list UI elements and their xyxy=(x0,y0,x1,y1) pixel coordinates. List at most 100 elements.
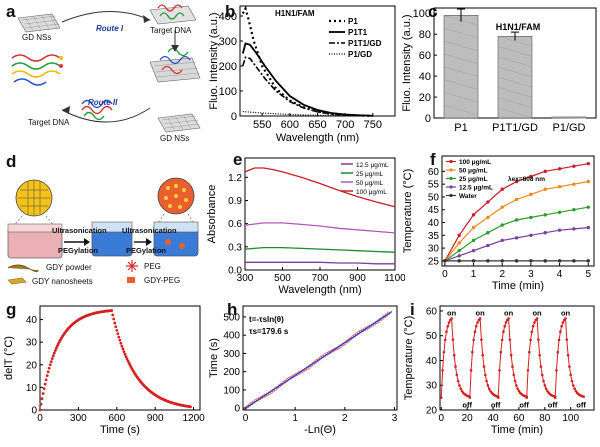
x-tick-label: 2 xyxy=(342,413,348,424)
bar-hatch xyxy=(443,79,479,90)
chart-h: 0 1 2 3 0 100 200 300 400 500 -Ln(Θ) Time (s) t=-τsl… xyxy=(208,305,398,436)
data-point xyxy=(122,350,126,354)
data-point xyxy=(511,365,514,368)
legend-label: 50 μg/mL xyxy=(459,168,488,175)
data-point xyxy=(586,259,590,263)
data-point xyxy=(471,350,474,354)
data-point xyxy=(529,192,533,197)
x-tick-label: 1 xyxy=(292,413,298,424)
label-peg1: PEGylation xyxy=(58,246,99,255)
data-point xyxy=(572,182,576,186)
data-point xyxy=(573,387,576,391)
data-point xyxy=(557,167,562,171)
data-point xyxy=(125,357,129,361)
data-point xyxy=(110,309,114,312)
panel-i: i 0 20 40 60 80 100 20 30 40 50 60 Time (min) Temper… xyxy=(400,300,600,447)
x-axis-label: Time (s) xyxy=(100,424,140,436)
x-tick-label: 1 xyxy=(471,269,477,280)
data-point xyxy=(486,243,490,248)
data-point xyxy=(569,373,573,377)
data-point xyxy=(529,259,533,263)
data-point xyxy=(113,321,117,325)
x-tick-label: P1/GD xyxy=(552,122,585,134)
y-axis-label: Absorbance xyxy=(206,185,218,244)
data-point xyxy=(561,321,565,324)
legend-label: 100 μg/mL xyxy=(356,189,387,196)
data-point xyxy=(565,338,569,341)
plot-frame xyxy=(239,5,396,117)
data-point xyxy=(56,344,59,348)
series-line-25 μg/mL xyxy=(244,246,396,253)
data-point xyxy=(459,387,463,391)
y-tick-label: 30 xyxy=(26,338,38,349)
y-tick-label: 50 xyxy=(428,192,440,203)
data-point xyxy=(457,248,461,253)
gd-nanosheet-top xyxy=(17,13,61,33)
data-point xyxy=(525,396,529,399)
fit-line xyxy=(245,311,393,409)
data-point xyxy=(529,233,533,238)
x-tick-label: 700 xyxy=(312,273,329,284)
data-point xyxy=(543,259,547,263)
data-point xyxy=(471,259,476,263)
x-tick-label: 2 xyxy=(499,269,505,280)
gdy-nanosheet-icon xyxy=(7,277,27,285)
data-point xyxy=(499,350,503,354)
bar-hatch xyxy=(497,46,533,57)
data-point xyxy=(586,179,590,184)
data-point xyxy=(38,408,42,412)
series-line-12.5 μg/mL xyxy=(245,261,395,265)
panel-label-h: h xyxy=(227,300,238,319)
y-tick-label: 400 xyxy=(223,331,240,342)
bar-hatch xyxy=(497,56,533,67)
x-axis-label: -Ln(Θ) xyxy=(304,424,336,436)
y-tick-label: 20 xyxy=(419,92,431,104)
data-point xyxy=(116,332,120,336)
plot-frame xyxy=(242,305,398,411)
y-tick-label: 30 xyxy=(428,244,440,255)
data-point xyxy=(478,317,482,320)
y-tick-label: 35 xyxy=(428,231,440,242)
y-tick-label: 40 xyxy=(426,356,438,367)
bar-P1 xyxy=(443,15,479,119)
y-tick-label: 0 xyxy=(231,111,237,123)
panel-label-c: c xyxy=(428,2,438,21)
chart-title: H1N1/FAM xyxy=(275,9,315,18)
x-tick-label: 700 xyxy=(336,119,354,131)
y-axis-label: Fluo. Intensity (a.u.) xyxy=(401,14,413,111)
label-peg2: PEGylation xyxy=(126,246,167,255)
data-point xyxy=(51,354,55,358)
data-point xyxy=(572,227,576,231)
data-point xyxy=(500,187,504,191)
y-tick-label: 0.3 xyxy=(228,242,242,253)
data-point xyxy=(452,353,456,357)
x-tick-label: 650 xyxy=(308,119,326,131)
data-point xyxy=(443,259,447,263)
data-point xyxy=(454,365,457,368)
x-axis-label: Wavelength (nm) xyxy=(278,284,361,296)
y-tick-label: 100 xyxy=(413,8,431,20)
label-gdy-nanosheets: GDY nanosheets xyxy=(32,277,93,286)
y-tick-label: 20 xyxy=(26,360,38,371)
data-point xyxy=(486,215,490,220)
x-tick-label: 0 xyxy=(439,413,445,424)
data-point xyxy=(514,179,519,184)
series-line-P1T1/GD xyxy=(242,56,373,117)
bar-hatch xyxy=(443,40,479,52)
data-point xyxy=(559,330,562,333)
data-point xyxy=(382,314,387,318)
data-point xyxy=(508,338,512,341)
data-point xyxy=(441,369,444,372)
legend-marker xyxy=(449,159,453,164)
legend-label: 25 μg/mL xyxy=(356,171,384,178)
data-point xyxy=(450,317,453,320)
data-point xyxy=(469,369,473,372)
data-point xyxy=(572,164,576,168)
panel-label-e: e xyxy=(233,150,243,169)
legend-label: 100 μg/mL xyxy=(459,159,491,166)
y-tick-label: 1.2 xyxy=(228,173,242,184)
data-point xyxy=(535,317,539,320)
y-tick-label: 500 xyxy=(223,312,240,323)
plot-frame xyxy=(439,305,595,411)
data-point xyxy=(118,338,122,342)
